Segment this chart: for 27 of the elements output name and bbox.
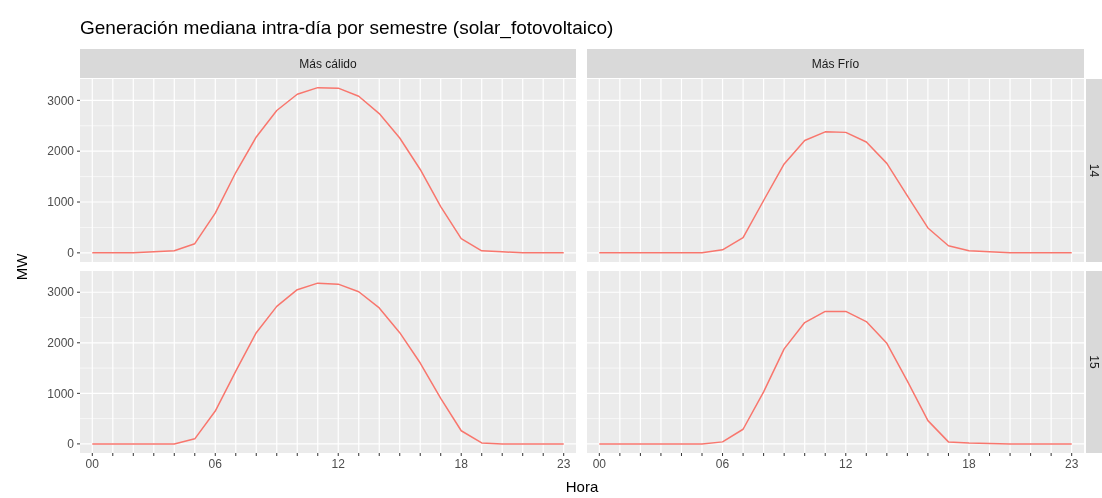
x-tick-label: 00 [592, 457, 607, 471]
line-series [91, 282, 565, 445]
x-tick-label: 12 [839, 457, 853, 471]
x-tick-label: 23 [1065, 457, 1079, 471]
y-tick-label: 1000 [47, 386, 75, 401]
x-tick-label: 12 [331, 457, 346, 471]
chart-subtitle: Más cálido [299, 56, 357, 71]
chart-title: Generación mediana intra-día por semestre (solar_fotovoltaico) [80, 17, 614, 39]
text: 15 [1086, 355, 1101, 369]
y-tick-label: 3000 [47, 285, 75, 300]
x-tick-label: 18 [454, 457, 469, 471]
chart-subtitle: Más Frío [811, 56, 860, 71]
x-tick-label: 06 [208, 457, 223, 471]
y-tick-label: 0 [67, 246, 75, 261]
x-tick-label: 00 [85, 457, 100, 471]
text: 14 [1086, 163, 1101, 178]
y-tick-label: 3000 [47, 93, 75, 108]
line-series [91, 86, 565, 254]
x-tick-label: 18 [962, 457, 976, 471]
y-tick-label: 0 [67, 437, 75, 452]
x-tick-label: 23 [557, 457, 571, 471]
y-tick-label: 2000 [47, 144, 75, 159]
x-axis-title: Hora [565, 478, 599, 495]
y-tick-label: 2000 [47, 335, 75, 350]
y-tick-label: 1000 [47, 195, 75, 210]
y-axis-title: MW [13, 252, 31, 281]
x-tick-label: 06 [715, 457, 730, 471]
